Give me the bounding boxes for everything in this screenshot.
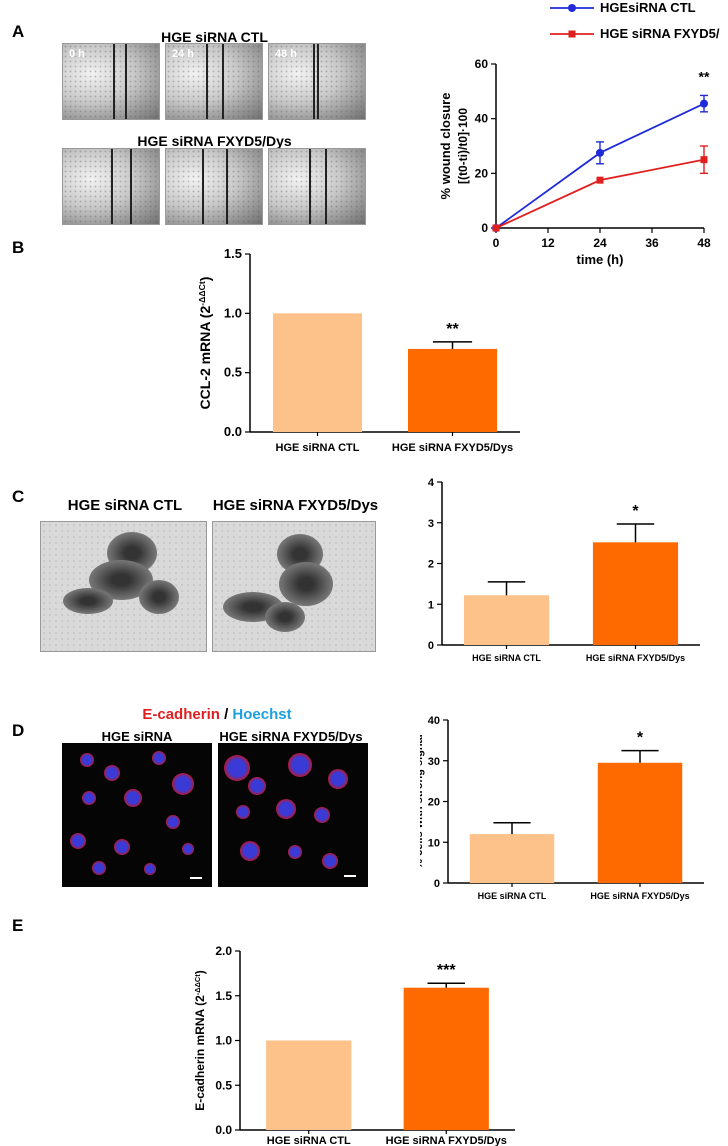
bar xyxy=(469,834,555,883)
stain-separator: / xyxy=(224,706,229,723)
x-tick-label: 0 xyxy=(493,236,500,250)
stain-ecadherin-label: E-cadherin xyxy=(142,706,220,723)
wound-image-ctl-0h: 0 h xyxy=(62,43,160,120)
y-tick-label: 1.5 xyxy=(224,246,242,261)
spheroid-kd-title: HGE siRNA FXYD5/Dys xyxy=(212,497,379,514)
x-tick-label: HGE siRNA FXYD5/Dys xyxy=(586,653,685,663)
significance-label: * xyxy=(632,503,639,520)
x-axis-label: time (h) xyxy=(577,252,624,267)
data-point xyxy=(700,156,708,164)
stain-legend: E-cadherin / Hoechst xyxy=(62,706,372,723)
x-tick-label: HGE siRNA FXYD5/Dys xyxy=(386,1135,507,1146)
ccl2-mrna-bar-chart: 0.0 0.5 1.0 1.5 HGE siRNA CTL HGE siRNA FXYD5… xyxy=(197,246,520,454)
bar xyxy=(272,313,363,432)
data-point xyxy=(596,148,604,157)
y-tick-label: 40 xyxy=(428,715,440,727)
legend-marker xyxy=(568,30,576,38)
x-tick-label: HGE siRNA CTL xyxy=(267,1135,351,1146)
panel-label-c: C xyxy=(12,487,25,506)
y-tick-label: 3 xyxy=(428,518,434,530)
bar xyxy=(597,762,683,883)
y-tick-label: 0.0 xyxy=(215,1123,232,1137)
x-tick-label: 36 xyxy=(645,236,659,250)
x-tick-label: HGE siRNA FXYD5/Dys xyxy=(392,442,513,454)
y-axis-label: % wound closure xyxy=(438,93,453,200)
strong-signal-bar-chart: 0 10 20 30 40 HGE siRNA CTL HGE siRNA FXYD5/Dy… xyxy=(420,715,704,901)
ecadherin-mrna-bar-chart: 0.0 0.5 1.0 1.5 2.0 HGE siRNA CTL HGE siRNA FX… xyxy=(193,944,515,1146)
significance-label: ** xyxy=(699,68,710,84)
y-tick-label: 0 xyxy=(481,221,488,235)
stain-hoechst-label: Hoechst xyxy=(232,706,292,723)
series-line xyxy=(495,158,705,229)
wound-image-ctl-48h: 48 h xyxy=(268,43,366,120)
data-point xyxy=(596,176,604,184)
y-tick-label: 0 xyxy=(434,878,440,890)
y-tick-label: 40 xyxy=(475,112,489,126)
y-tick-label: 1.0 xyxy=(224,305,242,320)
y-tick-label: 2 xyxy=(428,559,434,571)
wound-kd-title: HGE siRNA FXYD5/Dys xyxy=(137,133,292,149)
y-tick-label: 1.5 xyxy=(215,989,232,1003)
fluorescence-image-kd xyxy=(218,743,368,887)
bar xyxy=(463,595,550,645)
y-tick-label: 10 xyxy=(428,837,440,849)
spheroid-ctl-title: HGE siRNA CTL xyxy=(67,497,183,514)
y-axis-label: CCL-2 mRNA (2-ΔΔCt) xyxy=(197,277,213,410)
bar xyxy=(592,542,679,645)
timepoint-label: 0 h xyxy=(69,48,85,60)
y-tick-label: 4 xyxy=(428,477,435,489)
legend-label: HGE siRNA FXYD5/Dys xyxy=(600,26,720,41)
y-tick-label: 0.5 xyxy=(215,1078,232,1092)
x-tick-label: HGE siRNA CTL xyxy=(276,442,360,454)
y-tick-label: 1.0 xyxy=(215,1034,232,1048)
panel-label-e: E xyxy=(12,916,24,935)
significance-label: * xyxy=(637,730,644,747)
fluor-ctl-title: HGE siRNA xyxy=(101,729,173,744)
y-tick-label: 60 xyxy=(475,57,489,71)
y-tick-label: 2.0 xyxy=(215,944,232,958)
y-tick-label: 1 xyxy=(428,599,434,611)
y-tick-label: 0 xyxy=(428,640,434,652)
wound-image-kd-24h xyxy=(165,148,263,225)
significance-label: ** xyxy=(446,321,459,338)
spheroid-image-kd xyxy=(212,521,376,652)
legend-marker xyxy=(568,4,576,12)
bar xyxy=(407,348,498,432)
x-tick-label: HGE siRNA CTL xyxy=(478,891,547,901)
panel-label-d: D xyxy=(12,721,25,740)
y-tick-label: 0.5 xyxy=(224,365,242,380)
wound-image-kd-48h xyxy=(268,148,366,225)
data-point xyxy=(492,224,500,232)
x-tick-label: HGE siRNA FXYD5/Dys xyxy=(590,891,689,901)
y-axis-label-formula: [(t0-ti)/t0]·100 xyxy=(456,108,470,184)
spheroid-image-ctl xyxy=(40,521,207,652)
y-axis-label: E-cadherin mRNA (2-ΔΔCt) xyxy=(193,970,208,1111)
bar xyxy=(403,987,489,1130)
wound-closure-line-chart: 0 20 40 60 0 12 24 36 48 time (h) % wound closure[… xyxy=(438,0,720,267)
fluorescence-image-ctl xyxy=(62,743,212,887)
panel-label-a: A xyxy=(12,22,25,41)
y-tick-label: 0.0 xyxy=(224,424,242,439)
y-tick-label: 30 xyxy=(428,756,440,768)
data-point xyxy=(700,99,708,108)
fluor-kd-title: HGE siRNA FXYD5/Dys xyxy=(219,729,363,744)
legend-label: HGEsiRNA CTL xyxy=(600,0,696,15)
x-tick-label: 48 xyxy=(697,236,711,250)
y-tick-label: 20 xyxy=(475,166,489,180)
wound-image-kd-0h xyxy=(62,148,160,225)
bar xyxy=(266,1040,352,1130)
wound-ctl-title: HGE siRNA CTL xyxy=(161,29,268,45)
significance-label: *** xyxy=(437,962,456,979)
panel-label-b: B xyxy=(12,238,25,257)
x-tick-label: 24 xyxy=(593,236,607,250)
wound-image-ctl-24h: 24 h xyxy=(165,43,263,120)
x-tick-label: 12 xyxy=(541,236,555,250)
x-tick-label: HGE siRNA CTL xyxy=(472,653,541,663)
y-tick-label: 20 xyxy=(428,797,440,809)
timepoint-label: 48 h xyxy=(275,48,298,60)
timepoint-label: 24 h xyxy=(172,48,195,60)
y-axis-label: % cells with strong signal xyxy=(420,734,425,868)
